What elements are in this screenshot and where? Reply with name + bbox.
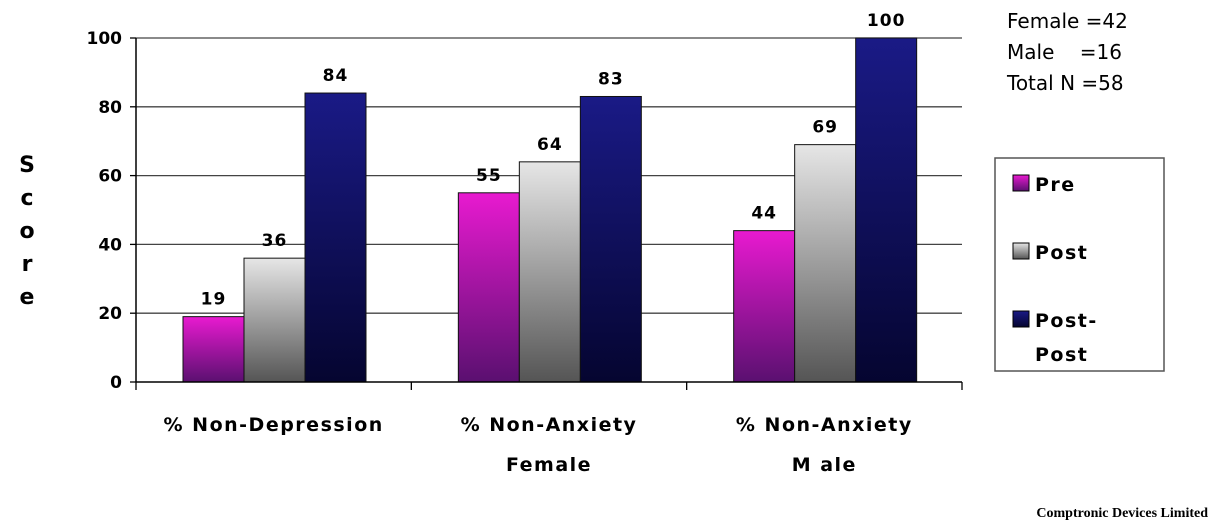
y-axis-label-letter: e [20, 285, 35, 310]
x-category-label: % Non-Depression [164, 414, 384, 436]
legend-label: Post [1035, 344, 1088, 366]
y-tick-label: 100 [87, 29, 123, 49]
legend-swatch [1012, 174, 1030, 192]
axes: 0 20 40 60 80 100 % Non-Depression % Non-Anxiet… [87, 29, 963, 476]
data-label: 69 [812, 118, 838, 138]
data-label: 19 [201, 290, 227, 310]
y-axis-label-letter: o [19, 219, 34, 244]
bars [182, 37, 918, 383]
y-tick-label: 60 [98, 167, 122, 187]
x-category-label: Female [506, 454, 592, 476]
y-axis-label-letter: c [20, 186, 33, 211]
y-tick-label: 20 [98, 304, 122, 324]
y-tick-label: 40 [98, 235, 122, 255]
annotation-line: Male =16 [1007, 40, 1122, 64]
legend-label: Pre [1035, 174, 1076, 196]
legend-label: Post [1035, 242, 1088, 264]
bar-post-post-3 [855, 37, 918, 383]
credit-text: Comptronic Devices Limited [1036, 506, 1208, 521]
data-label: 44 [751, 204, 777, 224]
data-label: 84 [323, 66, 349, 86]
legend-swatch [1012, 310, 1030, 328]
y-tick-label: 80 [98, 98, 122, 118]
x-category-label: % Non-Anxiety [461, 414, 638, 436]
bar-pre-2 [457, 192, 520, 383]
bar-post-2 [518, 161, 581, 383]
y-axis-label-letter: S [19, 153, 35, 178]
legend-label: Post- [1035, 310, 1098, 332]
bar-post-post-2 [579, 95, 642, 383]
legend: Pre Post Post- Post [994, 157, 1165, 372]
y-axis-label-letter: r [22, 252, 33, 277]
bar-post-post-1 [304, 92, 367, 383]
data-label: 100 [867, 11, 906, 31]
annotation-line: Female =42 [1007, 9, 1128, 33]
bar-post-1 [243, 257, 306, 383]
sample-size-note: Female =42 Male =16 Total N =58 [1006, 9, 1128, 95]
x-category-label: % Non-Anxiety [736, 414, 913, 436]
x-category-label: M ale [792, 454, 857, 476]
bar-pre-3 [733, 230, 796, 383]
data-label: 83 [598, 69, 624, 89]
y-tick-label: 0 [110, 373, 122, 393]
data-labels: 19 36 84 55 64 83 44 69 100 [201, 11, 906, 310]
data-label: 36 [262, 231, 288, 251]
legend-swatch [1012, 242, 1030, 260]
annotation-line: Total N =58 [1006, 71, 1124, 95]
bar-post-3 [794, 144, 857, 383]
data-label: 64 [537, 135, 563, 155]
legend-box [994, 157, 1165, 372]
data-label: 55 [476, 166, 502, 186]
bar-pre-1 [182, 316, 245, 383]
